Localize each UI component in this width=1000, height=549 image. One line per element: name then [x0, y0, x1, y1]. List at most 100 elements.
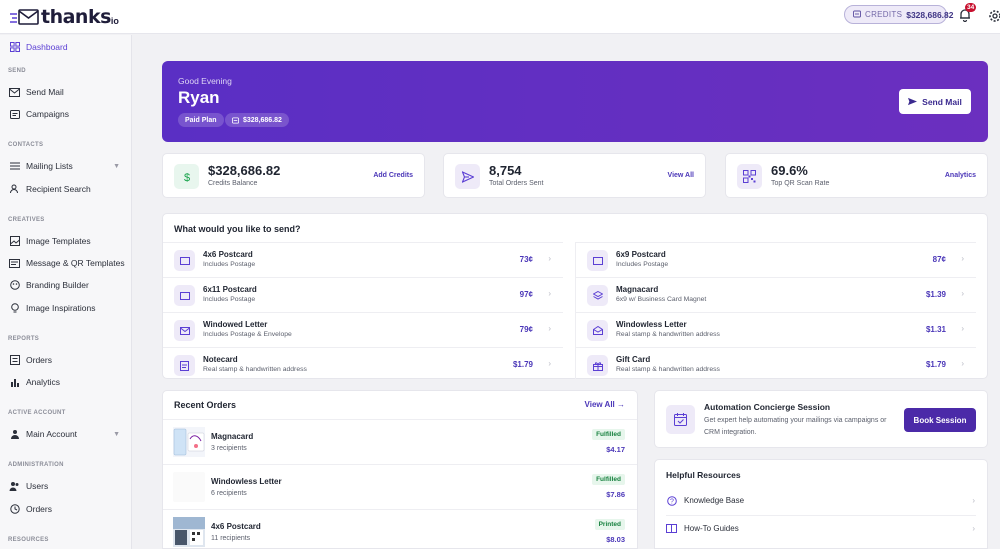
- section-administration: ADMINISTRATION: [8, 462, 64, 468]
- product-name: Gift Card: [616, 355, 651, 364]
- send-mail-label: Send Mail: [922, 96, 962, 107]
- product-price: 97¢: [519, 290, 533, 299]
- view-all-orders-link[interactable]: View All: [667, 172, 694, 179]
- stat-value: 8,754: [489, 163, 522, 178]
- user-search-icon: [9, 184, 20, 195]
- concierge-title: Automation Concierge Session: [704, 402, 831, 412]
- gear-icon[interactable]: [988, 9, 1000, 23]
- sidebar-item-label: Mailing Lists: [26, 161, 73, 171]
- resource-knowledge-base[interactable]: ? Knowledge Base ›: [655, 487, 987, 514]
- credits-pill[interactable]: CREDITS $328,686.82: [844, 5, 954, 24]
- stat-card-credits: $ $328,686.82 Credits Balance Add Credit…: [162, 153, 425, 198]
- send-mail-button[interactable]: Send Mail: [899, 89, 971, 114]
- notecard-icon: [174, 355, 195, 376]
- envelope-icon: [174, 320, 195, 341]
- open-envelope-icon: [587, 320, 608, 341]
- sidebar-item-mailing-lists[interactable]: Mailing Lists ▼: [0, 156, 132, 176]
- campaigns-icon: [9, 109, 20, 120]
- book-session-button[interactable]: Book Session: [904, 408, 976, 432]
- chevron-right-icon: ›: [972, 524, 975, 533]
- product-6x11-postcard[interactable]: 6x11 Postcard Includes Postage 97¢ ›: [163, 277, 563, 312]
- credits-card-icon: [232, 116, 239, 124]
- sidebar-item-dashboard[interactable]: Dashboard: [0, 37, 132, 57]
- sidebar-item-branding-builder[interactable]: Branding Builder: [0, 275, 132, 295]
- product-gift-card[interactable]: Gift Card Real stamp & handwritten addre…: [576, 347, 976, 380]
- sidebar-item-image-inspirations[interactable]: Image Inspirations: [0, 298, 132, 318]
- sidebar-item-main-account[interactable]: Main Account ▼: [0, 424, 132, 444]
- postcard-icon: [174, 250, 195, 271]
- credits-amount: $328,686.82: [906, 9, 954, 20]
- postcard-icon: [174, 285, 195, 306]
- add-credits-link[interactable]: Add Credits: [373, 172, 413, 179]
- recent-orders-panel: Recent Orders View All → Magnacard 3 rec…: [162, 390, 638, 549]
- paper-plane-icon: [908, 97, 918, 106]
- order-row[interactable]: Magnacard 3 recipients Fulfilled $4.17: [163, 419, 637, 464]
- product-desc: Real stamp & handwritten address: [616, 331, 720, 338]
- product-name: 6x9 Postcard: [616, 250, 666, 259]
- product-windowless-letter[interactable]: Windowless Letter Real stamp & handwritt…: [576, 312, 976, 347]
- sidebar-item-label: Image Templates: [26, 236, 91, 246]
- sidebar-item-image-templates[interactable]: Image Templates: [0, 231, 132, 251]
- sidebar-item-admin-orders[interactable]: Orders: [0, 499, 132, 519]
- stat-card-qr: 69.6% Top QR Scan Rate Analytics: [725, 153, 988, 198]
- product-name: Windowless Letter: [616, 320, 687, 329]
- product-windowed-letter[interactable]: Windowed Letter Includes Postage & Envel…: [163, 312, 563, 347]
- sidebar-item-orders[interactable]: Orders: [0, 350, 132, 370]
- product-price: 87¢: [932, 255, 946, 264]
- sidebar-item-campaigns[interactable]: Campaigns: [0, 104, 132, 124]
- chevron-right-icon: ›: [961, 359, 964, 368]
- magnacard-thumbnail: [173, 427, 205, 457]
- order-recipients: 6 recipients: [211, 490, 247, 497]
- dashboard-icon: [9, 42, 20, 53]
- section-send: SEND: [8, 68, 26, 74]
- resource-how-to-guides[interactable]: How-To Guides ›: [655, 515, 987, 542]
- product-price: $1.79: [925, 360, 946, 369]
- product-desc: Includes Postage: [616, 261, 669, 268]
- product-desc: Includes Postage & Envelope: [203, 331, 292, 338]
- product-name: 6x11 Postcard: [203, 285, 257, 294]
- product-name: 4x6 Postcard: [203, 250, 253, 259]
- sidebar-item-send-mail[interactable]: Send Mail: [0, 82, 132, 102]
- product-magnacard[interactable]: Magnacard 6x9 w/ Business Card Magnet $1…: [576, 277, 976, 312]
- analytics-link[interactable]: Analytics: [944, 172, 976, 179]
- product-4x6-postcard[interactable]: 4x6 Postcard Includes Postage 73¢ ›: [163, 242, 563, 277]
- stat-card-orders: 8,754 Total Orders Sent View All: [443, 153, 706, 198]
- stat-label: Total Orders Sent: [489, 180, 544, 187]
- sidebar-item-recipient-search[interactable]: Recipient Search: [0, 179, 132, 199]
- palette-icon: [9, 280, 20, 291]
- sidebar-item-users[interactable]: Users: [0, 476, 132, 496]
- status-badge: Fulfilled: [592, 429, 625, 440]
- chevron-right-icon: ›: [961, 254, 964, 263]
- sidebar-item-label: Main Account: [26, 429, 78, 439]
- plan-badge: Paid Plan: [178, 113, 224, 127]
- calendar-check-icon: [666, 405, 695, 434]
- sidebar-item-message-qr-templates[interactable]: Message & QR Templates: [0, 253, 132, 273]
- chevron-right-icon: ›: [961, 289, 964, 298]
- order-price: $8.03: [606, 535, 625, 544]
- order-row[interactable]: Windowless Letter 6 recipients Fulfilled…: [163, 464, 637, 509]
- send-panel-title: What would you like to send?: [174, 224, 301, 234]
- chevron-down-icon: ▼: [113, 162, 120, 170]
- postcard-thumbnail: [173, 517, 205, 547]
- user-name: Ryan: [178, 88, 220, 107]
- logo[interactable]: thanks io: [9, 6, 119, 28]
- postcard-icon: [587, 250, 608, 271]
- dollar-icon: $: [174, 164, 199, 189]
- stat-label: Top QR Scan Rate: [771, 180, 830, 187]
- product-notecard[interactable]: Notecard Real stamp & handwritten addres…: [163, 347, 563, 380]
- sidebar-item-label: Orders: [26, 504, 52, 514]
- order-name: Magnacard: [211, 432, 254, 441]
- column-divider: [575, 242, 576, 379]
- order-row[interactable]: 4x6 Postcard 11 recipients Printed $8.03: [163, 509, 637, 549]
- bar-chart-icon: [9, 377, 20, 388]
- product-desc: 6x9 w/ Business Card Magnet: [616, 296, 707, 303]
- section-resources: RESOURCES: [8, 537, 49, 543]
- product-6x9-postcard[interactable]: 6x9 Postcard Includes Postage 87¢ ›: [576, 242, 976, 277]
- help-circle-icon: ?: [666, 495, 677, 506]
- sidebar-item-analytics[interactable]: Analytics: [0, 372, 132, 392]
- product-price: $1.39: [925, 290, 946, 299]
- view-all-orders-link[interactable]: View All →: [584, 400, 625, 409]
- welcome-banner: Good Evening Ryan Paid Plan $328,686.82 …: [162, 61, 988, 142]
- product-desc: Real stamp & handwritten address: [203, 366, 307, 373]
- product-name: Magnacard: [616, 285, 659, 294]
